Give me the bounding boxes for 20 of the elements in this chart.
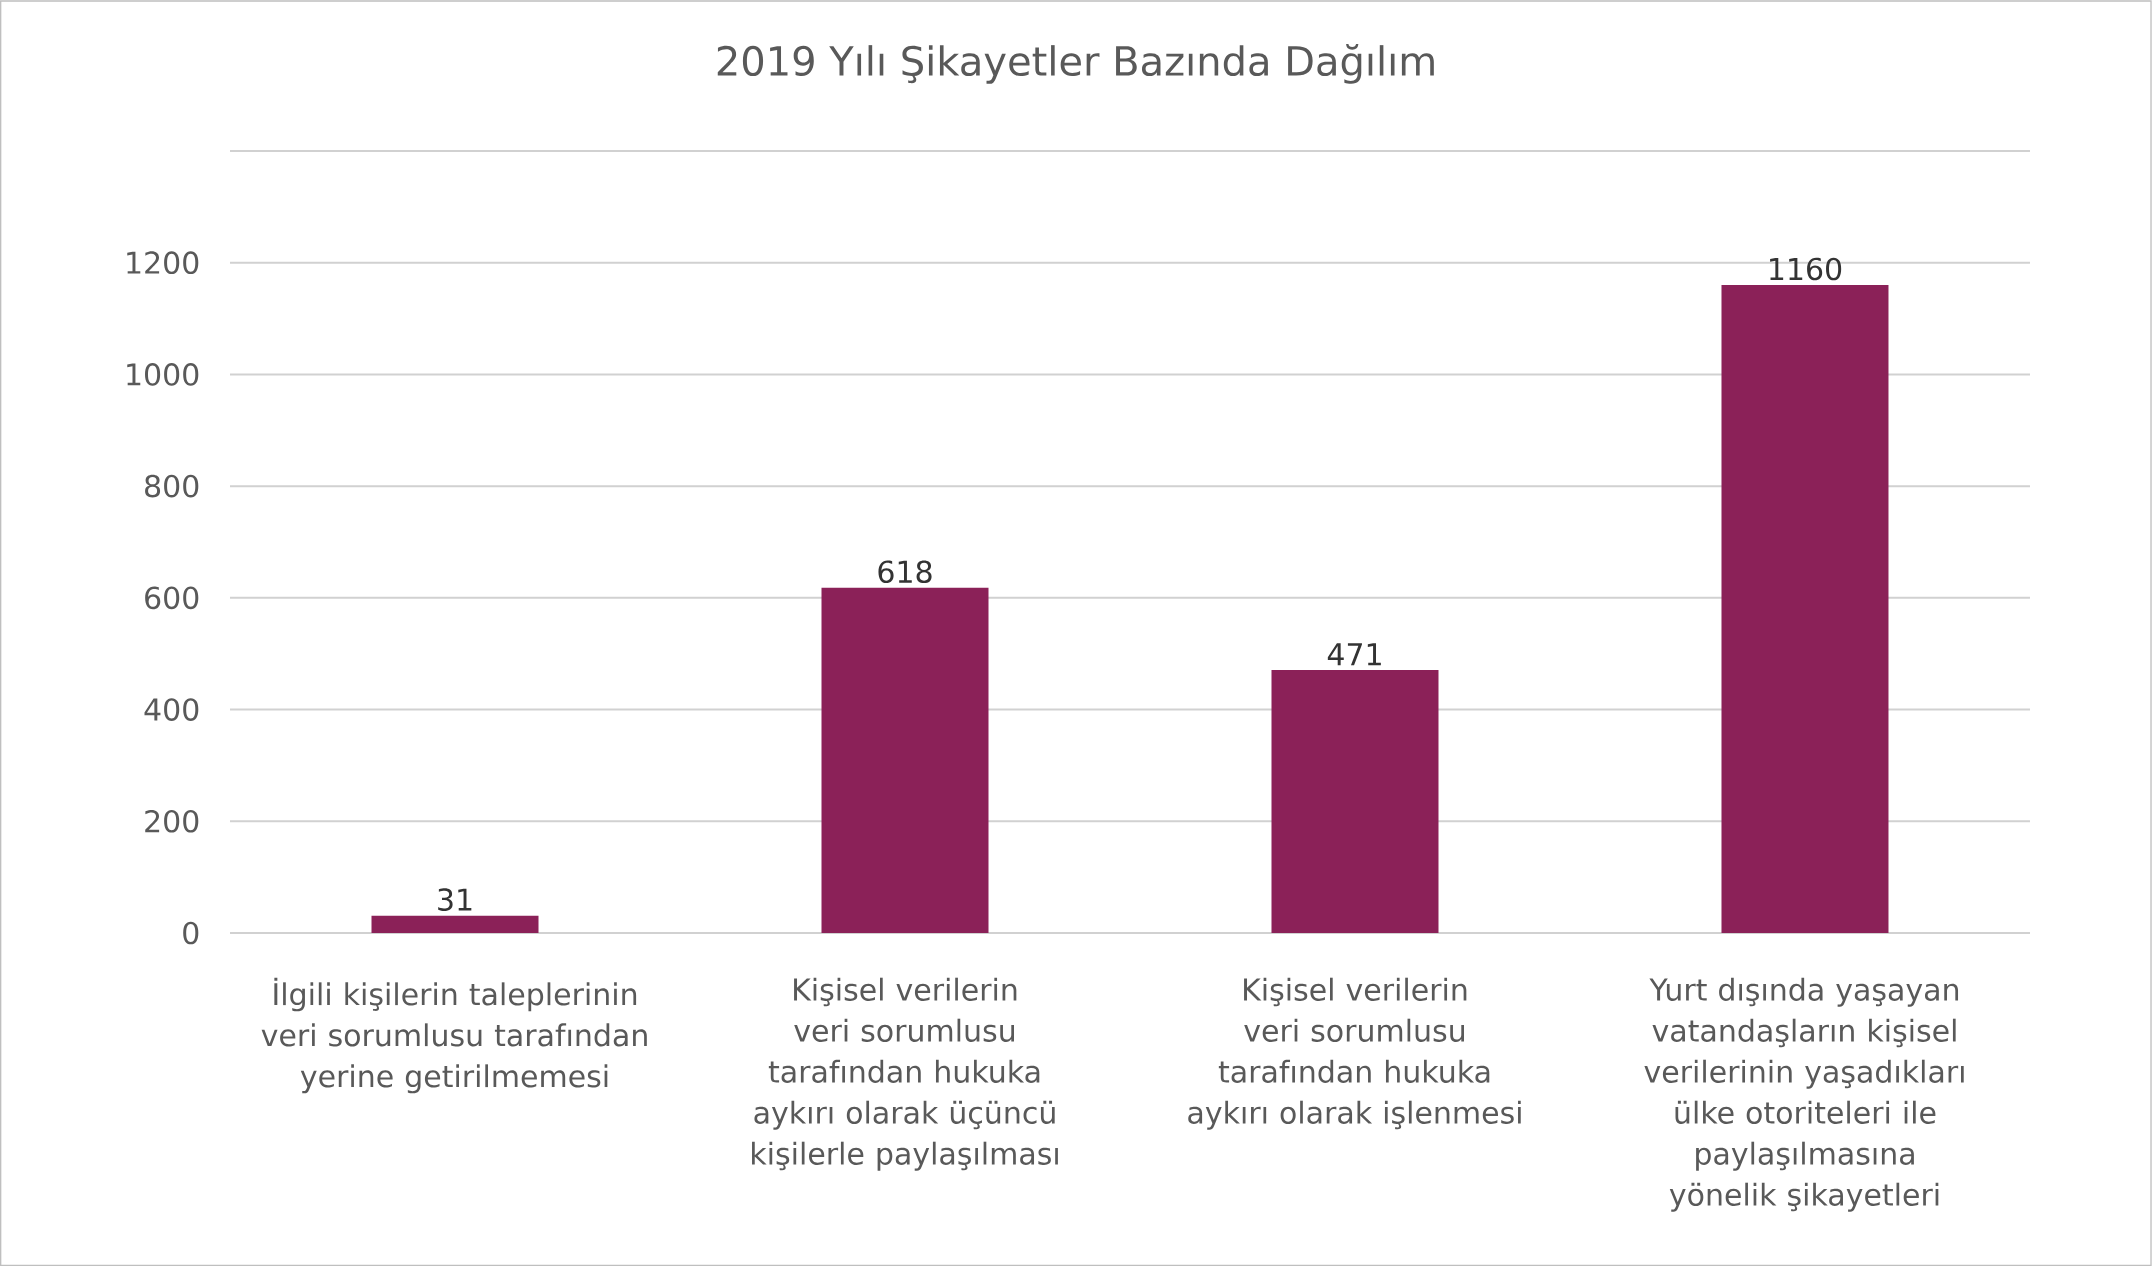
x-tick-label: Yurt dışında yaşayan vatandaşların kişisel verilerinin yaşadıkları ülke otoriteleri ile paylaşılmasına yönelik şikayetleri <box>1644 977 1964 1212</box>
y-tick-label: 1200 <box>127 251 199 275</box>
y-tick-label: 200 <box>145 809 199 833</box>
y-tick-label: 0 <box>183 921 199 945</box>
y-tick-label: 600 <box>145 586 199 610</box>
bar <box>1721 285 1889 933</box>
bar <box>1271 669 1439 933</box>
bar <box>371 915 539 933</box>
data-label: 1160 <box>1770 257 1842 281</box>
data-label: 618 <box>878 560 932 584</box>
data-label: 31 <box>438 888 472 911</box>
x-tick-label: Kişisel verilerin veri sorumlusu tarafından hukuka aykırı olarak üçüncü kişilerle paylaşılması <box>752 977 1058 1171</box>
y-tick-label: 1000 <box>127 363 199 386</box>
x-tick-label: İlgili kişilerin taleplerinin veri sorumlusu tarafından yerine getirilmemesi <box>261 977 647 1094</box>
x-tick-label: Kişisel verilerin veri sorumlusu tarafından hukuka aykırı olarak işlenmesi <box>1188 977 1521 1130</box>
y-tick-label: 400 <box>144 698 199 721</box>
bar <box>821 587 989 933</box>
y-tick-label: 800 <box>145 474 199 498</box>
data-label: 471 <box>1327 643 1381 666</box>
chart-title: 2019 Yılı Şikayetler Bazında Dağılım <box>717 44 1434 84</box>
